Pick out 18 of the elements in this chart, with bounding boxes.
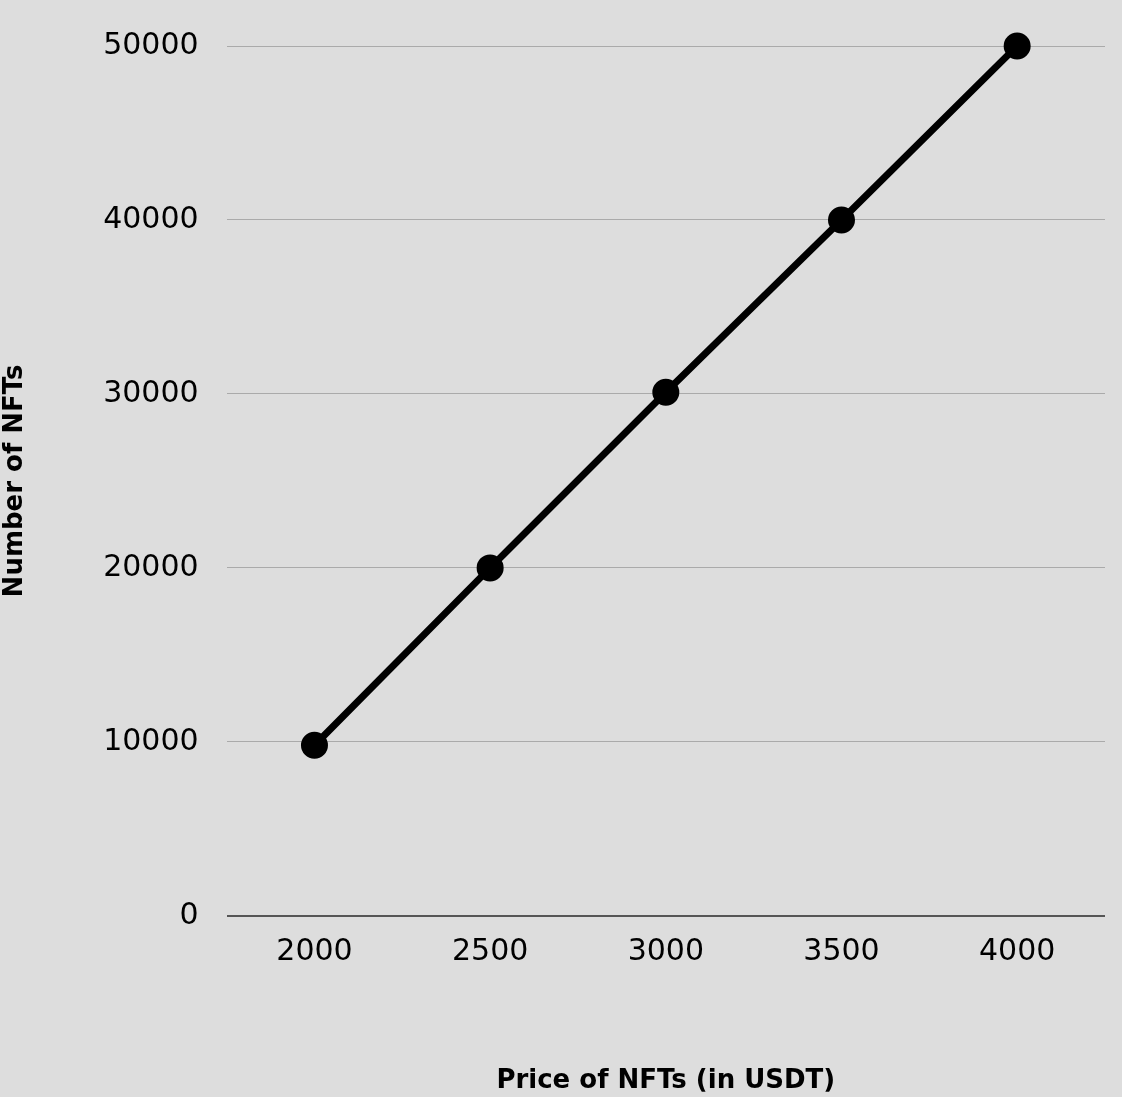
point (476, 554, 504, 582)
x-axis-title: Price of NFTs (in USDT) (496, 1064, 836, 1095)
x-tick-label: 2000 (276, 931, 353, 967)
x-tick-label: 4000 (978, 931, 1056, 967)
y-tick-label: 50000 (103, 25, 199, 61)
x-tick-label: 3000 (627, 931, 704, 967)
point (827, 206, 855, 234)
y-axis-title: Number of NFTs (0, 364, 29, 598)
y-tick-label: 20000 (103, 547, 199, 583)
point (300, 731, 328, 759)
point (1003, 32, 1031, 60)
y-tick-label: 40000 (103, 199, 199, 235)
x-tick-label: 3500 (803, 931, 880, 967)
y-tick-label: 10000 (103, 721, 199, 757)
point (652, 378, 680, 406)
x-tick-label: 2500 (451, 931, 529, 967)
y-tick-label: 0 (179, 895, 199, 931)
y-tick-label: 30000 (103, 373, 199, 409)
